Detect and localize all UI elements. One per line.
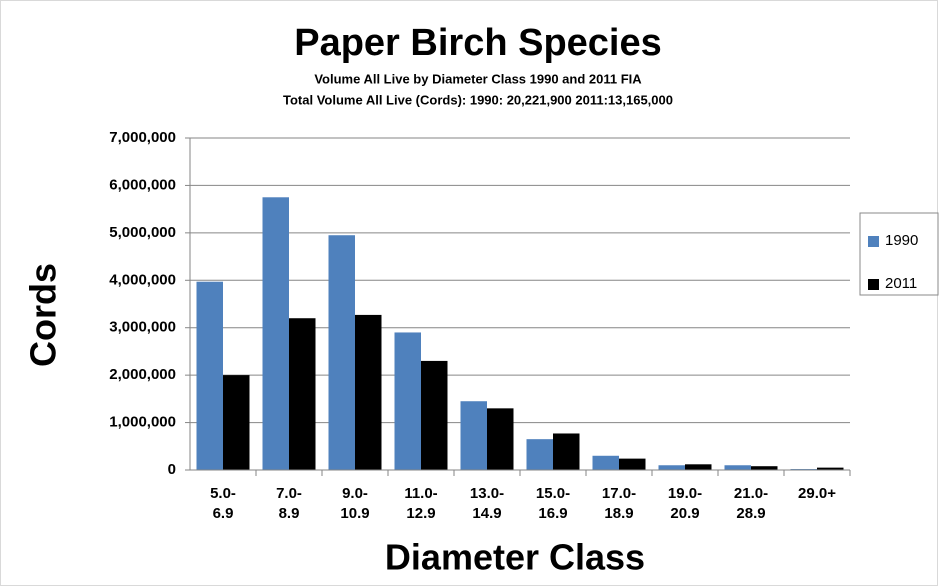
bar <box>223 375 250 470</box>
bar <box>487 408 514 470</box>
bar <box>196 281 223 470</box>
y-tick-label: 6,000,000 <box>109 176 176 193</box>
bar <box>751 466 778 470</box>
legend-swatch <box>868 279 879 290</box>
chart-subtitle: Volume All Live by Diameter Class 1990 a… <box>314 71 642 86</box>
x-tick-label: 5.0- 6.9 <box>210 485 236 522</box>
bar <box>724 465 751 470</box>
x-tick-label: 21.0- 28.9 <box>733 485 769 522</box>
x-tick-label: 9.0- 10.9 <box>340 485 370 522</box>
x-tick-label: 7.0- 8.9 <box>276 485 302 522</box>
y-tick-label: 4,000,000 <box>109 271 176 288</box>
legend-label: 2011 <box>885 275 917 292</box>
bar <box>394 332 421 470</box>
y-tick-label: 3,000,000 <box>109 319 176 336</box>
bar <box>526 439 553 470</box>
bar <box>592 455 619 470</box>
bar <box>289 318 316 470</box>
x-tick-label: 19.0- 20.9 <box>667 485 703 522</box>
bar <box>817 467 844 470</box>
bar <box>685 464 712 470</box>
bar <box>658 465 685 470</box>
x-tick-label: 17.0- 18.9 <box>601 485 637 522</box>
legend-label: 1990 <box>885 232 918 249</box>
x-tick-label: 15.0- 16.9 <box>535 485 571 522</box>
y-tick-label: 7,000,000 <box>109 129 176 146</box>
bar <box>553 433 580 470</box>
legend-swatch <box>868 236 879 247</box>
x-axis-label: Diameter Class <box>385 537 645 578</box>
bar <box>355 314 382 470</box>
bar <box>619 458 646 470</box>
bar <box>460 401 487 470</box>
bar <box>262 197 289 471</box>
chart-subtitle: Total Volume All Live (Cords): 1990: 20,… <box>283 92 673 107</box>
x-tick-label: 11.0- 12.9 <box>404 485 438 522</box>
chart-title: Paper Birch Species <box>294 22 662 64</box>
bar <box>421 360 448 470</box>
y-tick-label: 5,000,000 <box>109 224 176 241</box>
y-tick-label: 1,000,000 <box>109 414 176 431</box>
x-tick-label: 13.0- 14.9 <box>469 485 505 522</box>
bar <box>328 235 355 470</box>
y-axis-label: Cords <box>23 263 64 367</box>
x-tick-label: 29.0+ <box>798 485 836 502</box>
y-tick-label: 0 <box>168 461 176 478</box>
y-tick-label: 2,000,000 <box>109 366 176 383</box>
